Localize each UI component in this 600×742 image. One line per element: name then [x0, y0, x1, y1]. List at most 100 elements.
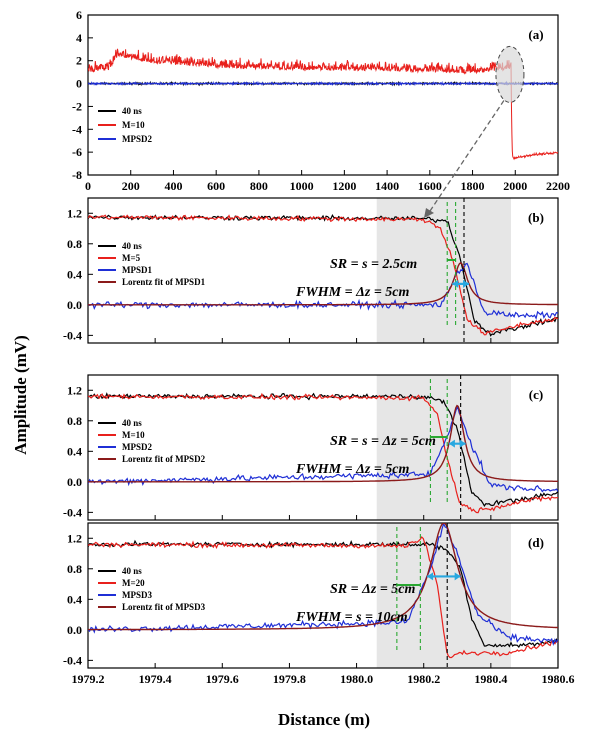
x-tick-label: 200 [122, 179, 140, 193]
panel-label: (d) [528, 535, 544, 550]
shaded-region [376, 523, 511, 668]
x-tick-label: 1980.6 [542, 672, 575, 686]
y-tick-label: 4 [76, 31, 82, 45]
x-tick-label: 2000 [503, 179, 527, 193]
y-tick-label: 1.2 [67, 383, 82, 397]
panel-label: (c) [529, 387, 543, 402]
panel-label: (b) [528, 210, 544, 225]
legend-entry: M=5 [122, 253, 141, 263]
series-line-40ns [88, 539, 558, 649]
legend-entry: Lorentz fit of MPSD3 [122, 602, 206, 612]
annotation-sr: SR = s = 2.5cm [330, 257, 417, 272]
series-line-lorentz-fit [88, 404, 558, 483]
panel-c: 1.2 0.8 0.4 0.0 -0.4 (c) 40 ns M=10 MPSD2 Lorentz… [63, 374, 559, 521]
legend-entry: MPSD3 [122, 590, 152, 600]
annotation-fwhm: FWHM = Δz = 5cm [295, 462, 410, 477]
plot-frame [87, 197, 559, 344]
series-line-mpsd [88, 523, 558, 646]
x-tick-label: 1400 [375, 179, 399, 193]
legend-entry: 40 ns [122, 566, 142, 576]
fwhm-arrowhead [463, 279, 470, 288]
panel-a-series [88, 48, 558, 161]
y-tick-label: 0.4 [67, 592, 82, 606]
x-tick-label: 1800 [461, 179, 485, 193]
y-tick-label: 0.8 [67, 414, 82, 428]
legend-entry: MPSD2 [122, 442, 152, 452]
x-tick-label: 1979.2 [72, 672, 105, 686]
y-axis-title: Amplitude (mV) [11, 335, 30, 454]
series-line-mpsd [88, 262, 558, 321]
y-tick-label: 0.4 [67, 267, 82, 281]
legend-entry: MPSD2 [122, 134, 152, 144]
fwhm-arrowhead [454, 572, 461, 581]
annotation-sr: SR = Δz = 5cm [330, 582, 416, 597]
annotation-fwhm: FWHM = Δz = 5cm [295, 285, 410, 300]
panel-c-series [88, 392, 558, 514]
x-tick-label: 1200 [332, 179, 356, 193]
series-line-m [88, 214, 558, 336]
y-tick-label: 1.2 [67, 531, 82, 545]
zoom-arrowhead [424, 208, 434, 218]
y-tick-label: 0.0 [67, 298, 82, 312]
y-tick-label: 0.8 [67, 562, 82, 576]
y-tick-label: 0.0 [67, 623, 82, 637]
x-tick-label: 1000 [290, 179, 314, 193]
fwhm-arrowhead [459, 439, 466, 448]
y-tick-label: -0.4 [63, 653, 82, 667]
panel-b: 1.2 0.8 0.4 0.0 -0.4 (b) 40 ns M=5 MPSD1 Lorentz … [63, 197, 559, 344]
y-tick-label: 6 [76, 8, 82, 22]
series-line-m [88, 536, 558, 659]
legend-entry: M=20 [122, 578, 145, 588]
y-tick-label: 0.8 [67, 237, 82, 251]
x-tick-label: 1980.2 [407, 672, 440, 686]
x-tick-label: 400 [164, 179, 182, 193]
panel-d-series [88, 523, 558, 659]
annotation-fwhm: FWHM = s = 10cm [295, 610, 408, 625]
zoom-ellipse [495, 45, 525, 103]
plot-frame [87, 374, 559, 521]
series-line-m [88, 392, 558, 514]
series-line-m [88, 48, 558, 161]
fwhm-arrowhead [427, 572, 434, 581]
legend-entry: 40 ns [122, 241, 142, 251]
x-tick-label: 1600 [418, 179, 442, 193]
annotation-sr: SR = s = Δz = 5cm [330, 434, 436, 449]
x-tick-label: 1979.4 [139, 672, 172, 686]
series-line-40ns [88, 392, 558, 508]
fwhm-arrowhead [452, 279, 459, 288]
series-line-lorentz-fit [88, 523, 558, 631]
x-tick-label: 1979.6 [206, 672, 239, 686]
x-tick-label: 800 [250, 179, 268, 193]
legend-entry: Lorentz fit of MPSD2 [122, 454, 206, 464]
y-tick-label: 0.4 [67, 444, 82, 458]
series-line-lorentz-fit [88, 262, 558, 306]
panel-b-series [88, 214, 558, 337]
x-tick-label: 1980.4 [474, 672, 507, 686]
x-tick-label: 0 [85, 179, 91, 193]
y-tick-label: 1.2 [67, 206, 82, 220]
legend-entry: M=10 [122, 120, 145, 130]
plot-frame [87, 522, 559, 669]
legend-entry: MPSD1 [122, 265, 152, 275]
x-tick-label: 1980.0 [340, 672, 373, 686]
panel-label: (a) [528, 27, 543, 42]
y-tick-label: -2 [72, 99, 82, 113]
y-tick-label: 0.0 [67, 475, 82, 489]
legend-entry: 40 ns [122, 418, 142, 428]
zoom-arrow [427, 100, 505, 215]
fwhm-arrowhead [448, 439, 455, 448]
series-line-mpsd [88, 80, 558, 87]
shaded-region [376, 198, 511, 343]
legend-entry: 40 ns [122, 106, 142, 116]
y-tick-label: -4 [72, 122, 82, 136]
x-tick-label: 2200 [546, 179, 570, 193]
panel-d: 1.2 0.8 0.4 0.0 -0.4 1979.2 1979.4 1979.6 1979.8… [63, 522, 575, 686]
plot-frame [87, 14, 559, 176]
legend-entry: M=10 [122, 430, 145, 440]
y-tick-label: -6 [72, 145, 82, 159]
y-tick-label: -0.4 [63, 505, 82, 519]
y-tick-label: 0 [76, 77, 82, 91]
legend-entry: Lorentz fit of MPSD1 [122, 277, 206, 287]
x-tick-label: 600 [207, 179, 225, 193]
